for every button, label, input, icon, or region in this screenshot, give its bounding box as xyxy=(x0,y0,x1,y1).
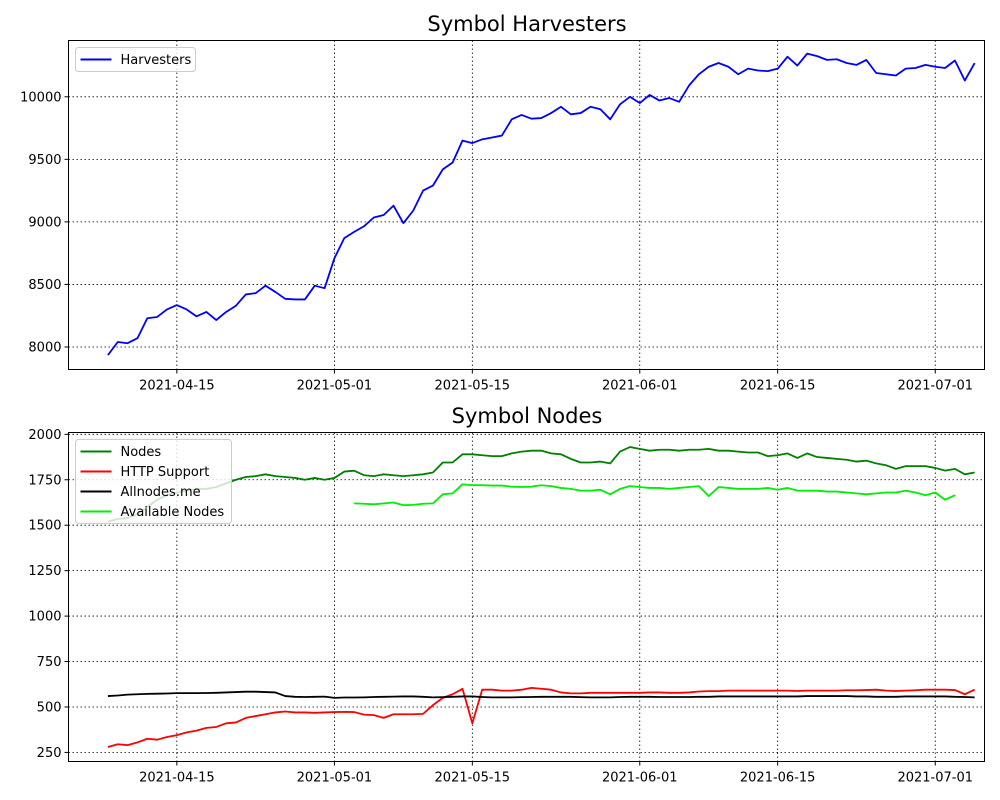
series-line-http-support xyxy=(107,686,976,748)
legend-label-available-nodes: Available Nodes xyxy=(121,505,225,520)
y-tick-label: 8000 xyxy=(28,340,61,355)
y-tick-label: 9000 xyxy=(28,215,61,230)
legend-box xyxy=(75,439,232,524)
y-tick-label: 1250 xyxy=(28,564,61,579)
y-tick-label: 1750 xyxy=(28,473,61,488)
x-tick-label: 2021-05-01 xyxy=(297,379,373,394)
x-tick-label: 2021-06-15 xyxy=(740,379,816,394)
nodes-ticks: 2021-04-15 2021-05-01 2021-05-15 2021-06-01… xyxy=(28,428,973,786)
x-tick-label: 2021-07-01 xyxy=(897,379,973,394)
legend-label-allnodes-me: Allnodes.me xyxy=(121,485,201,500)
legend-box xyxy=(75,47,196,72)
legend-label-http-support: HTTP Support xyxy=(121,465,210,480)
y-tick-label: 2000 xyxy=(28,428,61,443)
harvesters-chart-title: Symbol Harvesters xyxy=(427,12,626,36)
harvesters-series xyxy=(107,52,976,356)
y-tick-label: 10000 xyxy=(20,90,61,105)
x-tick-label: 2021-06-01 xyxy=(602,771,678,786)
y-tick-label: 500 xyxy=(37,700,62,715)
harvesters-grid xyxy=(68,40,985,370)
x-tick-label: 2021-04-15 xyxy=(139,771,215,786)
x-tick-label: 2021-05-01 xyxy=(297,771,373,786)
legend-label-nodes: Nodes xyxy=(121,445,162,460)
harvesters-plot-frame xyxy=(68,40,985,370)
legend-label-harvesters: Harvesters xyxy=(121,53,192,68)
nodes-chart-title: Symbol Nodes xyxy=(452,404,603,428)
x-tick-label: 2021-05-15 xyxy=(435,379,511,394)
series-line-available-nodes xyxy=(354,483,956,507)
y-tick-label: 250 xyxy=(37,746,62,761)
series-line-allnodes-me xyxy=(107,690,975,699)
x-tick-label: 2021-06-15 xyxy=(740,771,816,786)
y-tick-label: 8500 xyxy=(28,278,61,293)
series-line-nodes xyxy=(107,446,975,523)
harvesters-ticks: 2021-04-15 2021-05-01 2021-05-15 2021-06-01… xyxy=(20,90,973,393)
y-tick-label: 750 xyxy=(37,655,62,670)
nodes-plot-frame xyxy=(68,432,985,762)
y-tick-label: 9500 xyxy=(28,153,61,168)
x-tick-label: 2021-05-15 xyxy=(435,771,511,786)
harvesters-legend: Harvesters xyxy=(75,47,196,72)
x-tick-label: 2021-07-01 xyxy=(897,771,973,786)
x-tick-label: 2021-04-15 xyxy=(139,379,215,394)
y-tick-label: 1500 xyxy=(28,519,61,534)
nodes-chart: Symbol Nodes 2021-04-15 2021-05-01 2021-05… xyxy=(28,404,985,786)
harvesters-chart: Symbol Harvesters 2021-04-15 2021-05-01 20… xyxy=(20,12,985,394)
x-tick-label: 2021-06-01 xyxy=(602,379,678,394)
series-line-harvesters xyxy=(107,52,976,356)
y-tick-label: 1000 xyxy=(28,610,61,625)
nodes-series xyxy=(107,446,976,748)
nodes-legend: Nodes HTTP Support Allnodes.me Available No… xyxy=(75,439,232,524)
